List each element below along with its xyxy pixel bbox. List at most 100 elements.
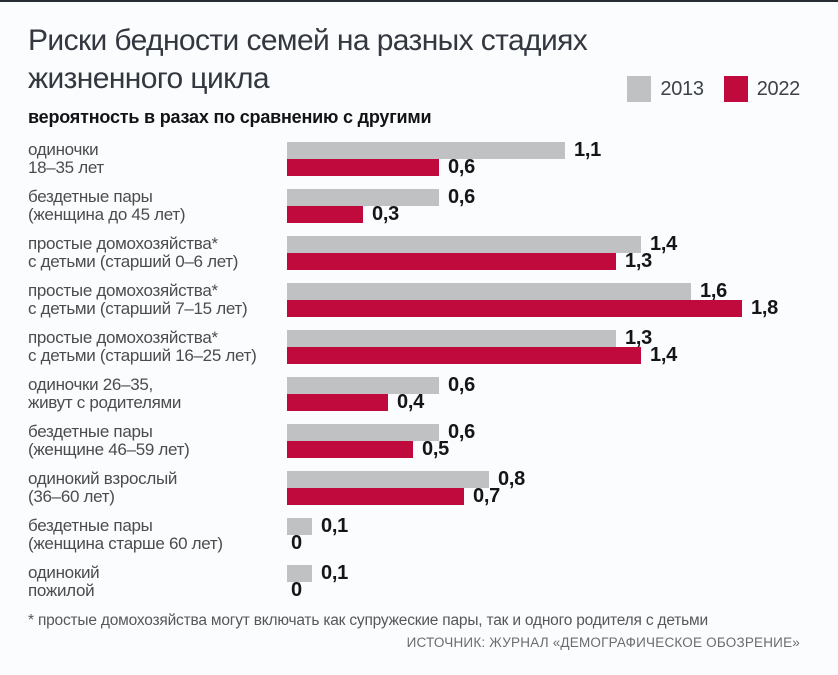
legend-item-2013: 2013	[627, 76, 704, 102]
legend: 2013 2022	[627, 76, 800, 102]
category-label: простые домохозяйства* с детьми (старший…	[28, 233, 239, 271]
title-line-2: жизненного цикла	[28, 62, 270, 95]
chart-row: одинокий пожилой 0,1 0	[28, 562, 800, 601]
value-label-2013: 0,1	[321, 515, 348, 537]
legend-item-2022: 2022	[723, 76, 801, 102]
value-label-2013: 0,8	[498, 468, 525, 490]
chart-row: бездетные пары (женщина до 45 лет) 0,6 0,3	[28, 186, 800, 225]
bar-group: 0,6 0,5	[287, 421, 800, 460]
bar-2013	[287, 189, 439, 206]
bar-line-2013: 1,3	[287, 327, 800, 349]
bar-2013	[287, 377, 439, 394]
value-label-2022: 1,3	[625, 250, 652, 272]
bar-2022	[287, 300, 742, 317]
bar-2013	[287, 565, 312, 582]
value-label-2013: 1,3	[625, 327, 652, 349]
bar-group: 1,1 0,6	[287, 139, 800, 178]
chart-row: простые домохозяйства* с детьми (старший…	[28, 327, 800, 366]
bar-group: 0,6 0,4	[287, 374, 800, 413]
legend-swatch-2022-icon	[723, 76, 748, 102]
chart-row: одинокий взрослый (36–60 лет) 0,8 0,7	[28, 468, 800, 507]
bar-line-2013: 1,4	[287, 233, 800, 255]
bar-line-2022: 1,3	[287, 250, 800, 272]
bar-2022	[287, 159, 439, 176]
category-label: простые домохозяйства* с детьми (старший…	[28, 280, 248, 318]
bar-line-2013: 0,1	[287, 562, 800, 584]
bar-line-2022: 0,4	[287, 391, 800, 413]
category-label: простые домохозяйства* с детьми (старший…	[28, 327, 257, 365]
bar-group: 0,8 0,7	[287, 468, 800, 507]
bar-group: 0,1 0	[287, 515, 800, 554]
bar-2022	[287, 441, 413, 458]
value-label-2022: 0,6	[448, 156, 475, 178]
bar-line-2013: 0,8	[287, 468, 800, 490]
value-label-2013: 1,4	[650, 233, 677, 255]
category-label: одинокий взрослый (36–60 лет)	[28, 468, 178, 506]
bar-2022	[287, 206, 363, 223]
bar-2013	[287, 142, 565, 159]
value-label-2022: 0	[291, 579, 302, 601]
value-label-2022: 0,5	[422, 438, 449, 460]
bar-2013	[287, 471, 489, 488]
chart-row: одиночки 18–35 лет 1,1 0,6	[28, 139, 800, 178]
chart-row: простые домохозяйства* с детьми (старший…	[28, 233, 800, 272]
bar-2013	[287, 518, 312, 535]
category-label: одиночки 18–35 лет	[28, 139, 104, 177]
category-label: бездетные пары (женщине 46–59 лет)	[28, 421, 190, 459]
value-label-2013: 1,6	[700, 280, 727, 302]
bar-line-2022: 0	[287, 532, 800, 554]
value-label-2013: 0,6	[448, 374, 475, 396]
category-label: бездетные пары (женщина до 45 лет)	[28, 186, 186, 224]
category-label: одиночки 26–35, живут с родителями	[28, 374, 182, 412]
category-label: бездетные пары (женщина старше 60 лет)	[28, 515, 223, 553]
bar-line-2022: 0,7	[287, 485, 800, 507]
bar-2022	[287, 394, 388, 411]
bar-line-2022: 0,6	[287, 156, 800, 178]
bar-group: 0,1 0	[287, 562, 800, 601]
bar-group: 1,6 1,8	[287, 280, 800, 319]
bar-line-2013: 0,6	[287, 186, 800, 208]
value-label-2013: 0,6	[448, 421, 475, 443]
value-label-2013: 0,6	[448, 186, 475, 208]
value-label-2013: 0,1	[321, 562, 348, 584]
chart-row: простые домохозяйства* с детьми (старший…	[28, 280, 800, 319]
bar-line-2013: 0,1	[287, 515, 800, 537]
chart-subtitle: вероятность в разах по сравнению с други…	[28, 107, 432, 127]
bar-2013	[287, 236, 641, 253]
value-label-2013: 1,1	[574, 139, 601, 161]
bar-2022	[287, 253, 616, 270]
bar-2022	[287, 347, 641, 364]
value-label-2022: 1,4	[650, 344, 677, 366]
bar-line-2022: 0	[287, 579, 800, 601]
bar-2013	[287, 424, 439, 441]
value-label-2022: 0,7	[473, 485, 500, 507]
bar-line-2013: 0,6	[287, 421, 800, 443]
bar-line-2022: 0,3	[287, 203, 800, 225]
bar-line-2013: 1,1	[287, 139, 800, 161]
value-label-2022: 1,8	[751, 297, 778, 319]
legend-label-2013: 2013	[660, 77, 704, 100]
chart-row: бездетные пары (женщине 46–59 лет) 0,6 0,5	[28, 421, 800, 460]
title-line-1: Риски бедности семей на разных стадиях	[28, 24, 588, 57]
bar-2022	[287, 488, 464, 505]
value-label-2022: 0,4	[397, 391, 424, 413]
source-credit: ИСТОЧНИК: ЖУРНАЛ «ДЕМОГРАФИЧЕСКОЕ ОБОЗРЕ…	[406, 635, 800, 650]
legend-label-2022: 2022	[756, 77, 801, 100]
value-label-2022: 0,3	[372, 203, 399, 225]
bar-line-2013: 0,6	[287, 374, 800, 396]
bar-line-2022: 1,4	[287, 344, 800, 366]
bar-line-2022: 1,8	[287, 297, 800, 319]
chart-row: одиночки 26–35, живут с родителями 0,6 0,4	[28, 374, 800, 413]
value-label-2022: 0	[291, 532, 302, 554]
page-title: Риски бедности семей на разных стадиях ж…	[28, 22, 800, 98]
chart-row: бездетные пары (женщина старше 60 лет) 0,…	[28, 515, 800, 554]
bar-group: 0,6 0,3	[287, 186, 800, 225]
bar-group: 1,3 1,4	[287, 327, 800, 366]
bar-group: 1,4 1,3	[287, 233, 800, 272]
chart-rows: одиночки 18–35 лет 1,1 0,6 бездетные пары (…	[28, 139, 800, 601]
bar-2013	[287, 283, 691, 300]
category-label: одинокий пожилой	[28, 562, 100, 600]
bar-line-2013: 1,6	[287, 280, 800, 302]
legend-swatch-2013-icon	[627, 76, 652, 102]
